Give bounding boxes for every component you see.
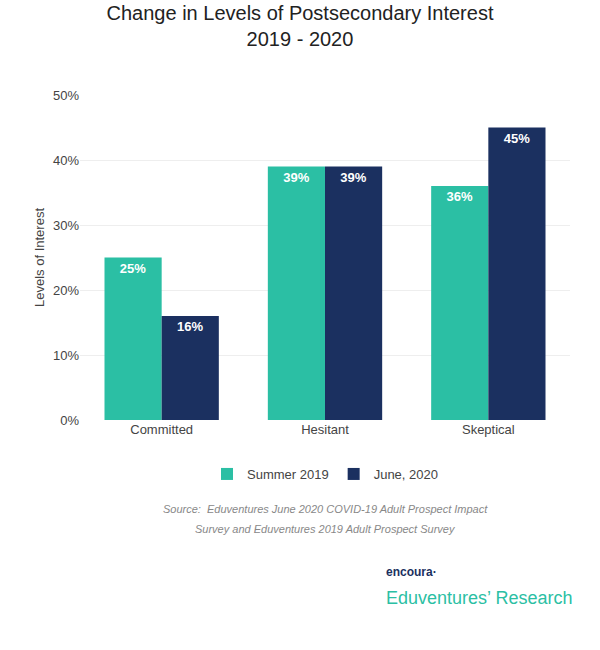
svg-text:20%: 20% (53, 283, 79, 298)
svg-text:25%: 25% (120, 261, 146, 276)
svg-text:Survey and Eduventures 2019 Ad: Survey and Eduventures 2019 Adult Prospe… (195, 523, 456, 535)
svg-text:Hesitant: Hesitant (301, 422, 349, 437)
svg-text:0%: 0% (60, 413, 79, 428)
svg-text:10%: 10% (53, 348, 79, 363)
svg-text:Eduventures’ Research: Eduventures’ Research (386, 588, 572, 608)
svg-text:Change in Levels of Postsecond: Change in Levels of Postsecondary Intere… (107, 2, 494, 50)
svg-text:Levels of Interest: Levels of Interest (32, 208, 47, 307)
svg-text:40%: 40% (53, 153, 79, 168)
svg-text:Summer 2019: Summer 2019 (247, 467, 329, 482)
svg-text:36%: 36% (447, 189, 473, 204)
svg-text:45%: 45% (504, 131, 530, 146)
svg-text:39%: 39% (283, 170, 309, 185)
svg-text:Skeptical: Skeptical (462, 422, 515, 437)
svg-text:30%: 30% (53, 218, 79, 233)
svg-text:June, 2020: June, 2020 (374, 467, 438, 482)
svg-text:Committed: Committed (130, 422, 193, 437)
svg-text:Source: Eduventures June 2020: Source: Eduventures June 2020 COVID-19 A… (163, 503, 488, 515)
svg-text:50%: 50% (53, 88, 79, 103)
svg-text:39%: 39% (340, 170, 366, 185)
svg-text:16%: 16% (177, 319, 203, 334)
svg-text:encoura·: encoura· (386, 565, 437, 579)
